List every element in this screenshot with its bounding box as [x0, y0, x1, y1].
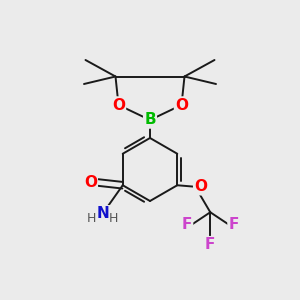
- Text: F: F: [229, 217, 239, 232]
- Text: F: F: [182, 217, 192, 232]
- Text: O: O: [112, 98, 125, 112]
- Text: O: O: [194, 179, 207, 194]
- Text: H: H: [86, 212, 96, 225]
- Text: O: O: [84, 175, 97, 190]
- Text: N: N: [97, 206, 110, 221]
- Text: O: O: [175, 98, 188, 112]
- Text: B: B: [144, 112, 156, 128]
- Text: F: F: [205, 237, 215, 252]
- Text: H: H: [109, 212, 118, 225]
